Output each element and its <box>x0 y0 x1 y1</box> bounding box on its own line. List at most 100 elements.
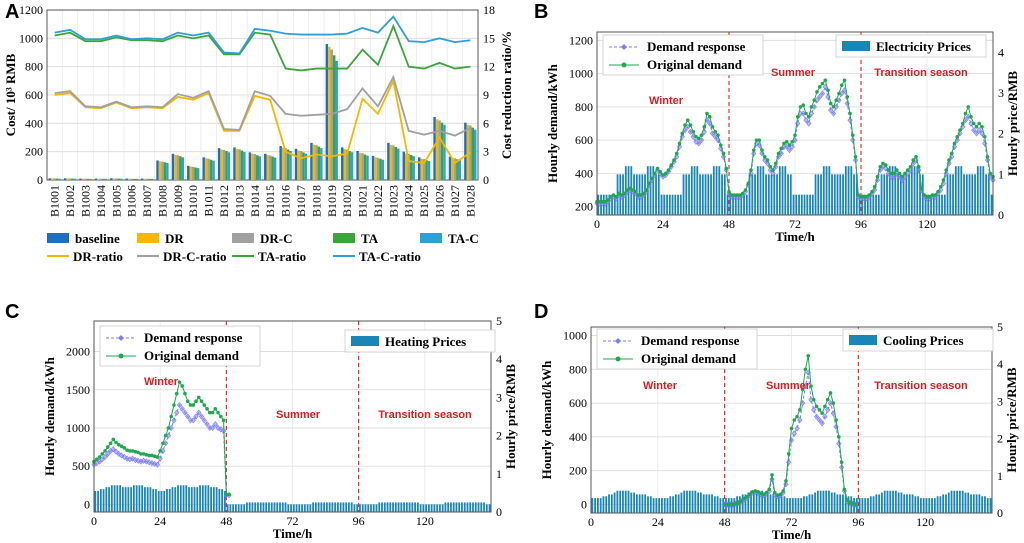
series-point-demand-response <box>786 147 793 154</box>
price-bar <box>982 166 985 215</box>
series-point-original-demand <box>699 133 704 137</box>
series-point-original-demand <box>908 164 913 169</box>
y2-axis-label: Hourly price/RMB <box>1004 367 1019 472</box>
price-bar <box>696 166 699 215</box>
series-point-demand-response <box>154 461 161 468</box>
price-bar <box>811 194 814 215</box>
price-bar <box>204 485 207 512</box>
price-bar <box>450 502 452 512</box>
series-point-original-demand <box>952 141 957 146</box>
price-bar <box>680 492 683 513</box>
price-bar <box>273 502 276 512</box>
x-tick-label: B1005 <box>109 185 123 217</box>
series-point-original-demand <box>746 181 751 186</box>
price-bar <box>312 502 314 512</box>
price-bar <box>235 504 237 512</box>
bar-dr-c <box>407 153 410 180</box>
bar-ta-c <box>196 168 200 180</box>
season-label: Summer <box>771 67 816 79</box>
bar-dr-c <box>268 155 272 180</box>
bar-baseline <box>341 147 344 180</box>
price-bar <box>381 502 383 512</box>
price-bar <box>794 498 797 513</box>
x-tick-label: B1021 <box>356 185 370 217</box>
price-bar <box>669 496 672 513</box>
price-bar <box>693 166 696 215</box>
series-point-original-demand <box>903 171 907 176</box>
price-bar <box>430 504 433 512</box>
bar-dr <box>451 157 454 180</box>
price-bar <box>605 496 608 513</box>
price-bar <box>787 174 789 215</box>
price-bar <box>899 174 902 215</box>
y-tick-label: 800 <box>25 60 43 74</box>
series-point-original-demand <box>900 174 905 179</box>
series-point-original-demand <box>848 501 852 505</box>
series-point-original-demand <box>147 453 151 458</box>
bar-ta <box>71 178 74 180</box>
series-point-original-demand <box>823 78 828 83</box>
price-bar <box>292 504 295 512</box>
price-bar <box>397 502 400 512</box>
price-bar <box>952 174 954 215</box>
price-bar <box>927 194 930 215</box>
series-point-demand-response <box>803 117 809 124</box>
price-bar <box>463 502 466 512</box>
legend-marker-original-demand <box>615 356 621 362</box>
bar-ta-c <box>243 151 246 180</box>
price-bar <box>713 496 716 513</box>
price-bar <box>690 166 693 215</box>
bar-dr <box>358 152 362 180</box>
price-bar <box>953 490 956 513</box>
price-bar <box>290 504 292 512</box>
series-point-original-demand <box>828 391 833 395</box>
price-bar <box>383 502 386 512</box>
price-bar <box>716 496 719 513</box>
price-bar <box>613 492 616 513</box>
x-tick-label: 72 <box>786 515 798 529</box>
legend-label: TA-C-ratio <box>359 249 421 264</box>
price-bar <box>135 485 138 512</box>
price-bar <box>652 166 655 215</box>
line-ta-ratio <box>54 23 471 72</box>
series-point-original-demand <box>722 502 727 507</box>
price-bar <box>177 485 179 512</box>
series-point-demand-response <box>143 458 149 465</box>
bar-baseline <box>294 148 298 180</box>
price-bar <box>649 496 652 513</box>
bar-baseline <box>402 151 406 180</box>
bar-dr-c <box>422 159 426 180</box>
bar-dr-c <box>438 120 441 180</box>
series-point-demand-response <box>819 420 825 427</box>
legend-swatch-ta <box>333 233 355 243</box>
series-point-original-demand <box>861 194 866 199</box>
price-bar <box>677 494 680 513</box>
price-bar <box>655 498 658 513</box>
series-point-original-demand <box>768 164 773 169</box>
price-bar <box>477 502 480 512</box>
series-point-original-demand <box>166 426 171 430</box>
price-bar <box>839 174 842 215</box>
bar-ta <box>302 152 305 180</box>
bar-dr <box>389 144 393 180</box>
price-bar <box>941 194 943 215</box>
series-point-demand-response <box>146 459 152 466</box>
series-point-original-demand <box>227 492 231 497</box>
series-point-original-demand <box>174 391 179 396</box>
bar-dr-c <box>315 145 318 180</box>
x-tick-label: B1019 <box>325 185 339 217</box>
bar-ta-c <box>381 159 385 180</box>
bar-dr-c <box>115 178 118 180</box>
price-bar <box>819 490 822 513</box>
series-point-original-demand <box>853 154 858 159</box>
series-point-original-demand <box>795 115 800 119</box>
price-bar <box>970 494 972 513</box>
price-bar <box>386 502 389 512</box>
price-bar <box>102 489 105 512</box>
series-point-demand-response <box>141 457 147 464</box>
price-bar <box>894 166 897 215</box>
price-bar <box>881 492 883 513</box>
series-point-demand-response <box>802 383 809 390</box>
x-tick-label: B1026 <box>433 185 447 217</box>
bar-baseline <box>233 147 236 180</box>
